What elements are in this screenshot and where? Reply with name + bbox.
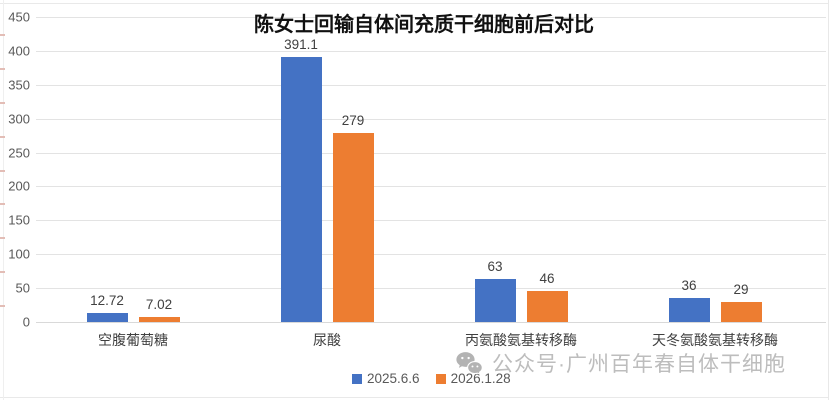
bar-2026.1.28 — [527, 291, 568, 322]
value-label: 12.72 — [90, 293, 124, 308]
y-axis-minor-tick — [0, 305, 5, 307]
y-tick-label: 0 — [22, 314, 30, 330]
bar-2026.1.28 — [333, 133, 374, 322]
category-label: 丙氨酸氨基转移酶 — [465, 332, 577, 348]
bar-2026.1.28 — [139, 317, 180, 322]
gridline — [36, 51, 826, 52]
y-tick-label: 200 — [8, 178, 30, 194]
y-axis-minor-tick — [0, 68, 5, 70]
gridline — [36, 254, 826, 255]
y-tick-label: 450 — [8, 9, 30, 25]
y-axis-minor-tick — [0, 237, 5, 239]
y-tick-label: 400 — [8, 43, 30, 59]
bar-2025.6.6 — [87, 313, 128, 322]
legend-label: 2025.6.6 — [367, 371, 420, 386]
chart-top-border — [0, 3, 829, 4]
bar-2026.1.28 — [721, 302, 762, 322]
gridline — [36, 288, 826, 289]
bar-2025.6.6 — [281, 57, 322, 322]
y-tick-label: 150 — [8, 212, 30, 228]
gridline — [36, 17, 826, 18]
value-label: 36 — [681, 278, 697, 293]
y-axis-minor-tick — [0, 136, 5, 138]
y-tick-label: 250 — [8, 145, 30, 161]
y-tick-label: 350 — [8, 77, 30, 93]
y-axis-line — [3, 0, 4, 400]
chart-bottom-border — [0, 397, 829, 398]
watermark-text: 公众号·广州百年春自体干细胞 — [492, 353, 786, 376]
y-tick-label: 300 — [8, 111, 30, 127]
gridline — [36, 220, 826, 221]
bar-2025.6.6 — [669, 298, 710, 322]
watermark: 公众号·广州百年春自体干细胞 — [455, 348, 786, 378]
category-label: 天冬氨酸氨基转移酶 — [652, 332, 778, 348]
category-label: 尿酸 — [313, 332, 341, 348]
legend-item: 2025.6.6 — [352, 371, 420, 386]
value-label: 279 — [341, 113, 365, 128]
y-tick-label: 100 — [8, 246, 30, 262]
value-label: 7.02 — [145, 297, 173, 312]
value-label: 391.1 — [284, 37, 318, 52]
chart-title: 陈女士回输自体间充质干细胞前后对比 — [254, 14, 594, 36]
y-tick-label: 50 — [15, 280, 30, 296]
wechat-icon — [455, 350, 483, 378]
y-axis-minor-tick — [0, 34, 5, 36]
legend: 2025.6.6 2026.1.28 — [352, 371, 511, 386]
y-axis-minor-tick — [0, 271, 5, 273]
value-label: 46 — [539, 271, 555, 286]
legend-swatch — [435, 373, 446, 384]
gridline — [36, 153, 826, 154]
legend-swatch — [352, 373, 362, 384]
legend-label: 2026.1.28 — [450, 371, 511, 386]
legend-item: 2026.1.28 — [435, 371, 511, 386]
y-axis-minor-tick — [0, 170, 5, 172]
gridline — [36, 85, 826, 86]
value-label: 29 — [733, 282, 749, 297]
value-label: 63 — [487, 259, 503, 274]
category-label: 空腹葡萄糖 — [98, 332, 168, 348]
gridline — [36, 119, 826, 120]
bar-2025.6.6 — [475, 279, 516, 322]
gridline — [36, 186, 826, 187]
y-axis-minor-tick — [0, 102, 5, 104]
y-axis-minor-tick — [0, 203, 5, 205]
gridline — [36, 322, 826, 323]
